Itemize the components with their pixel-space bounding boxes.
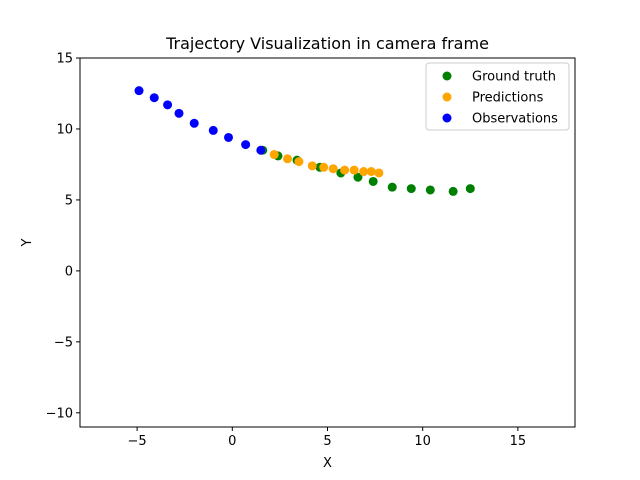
data-point (328, 164, 338, 174)
data-point (340, 165, 350, 175)
chart-title: Trajectory Visualization in camera frame (165, 34, 489, 53)
data-point (189, 118, 199, 128)
data-point (208, 125, 218, 135)
x-tick-label: 5 (323, 434, 331, 449)
data-point (134, 86, 144, 96)
data-point (163, 100, 173, 110)
data-point (425, 185, 435, 195)
data-point (406, 184, 416, 194)
data-point (149, 93, 159, 103)
data-point (387, 182, 397, 192)
x-tick-label: 0 (228, 434, 236, 449)
data-point (353, 172, 363, 182)
legend-label: Ground truth (472, 70, 556, 85)
data-point (241, 140, 251, 150)
legend: Ground truth Predictions Observations (425, 62, 570, 131)
data-point (374, 168, 384, 178)
data-point (465, 184, 475, 194)
y-tick-label: 5 (65, 193, 73, 208)
data-point (307, 161, 317, 171)
plot-area (134, 86, 475, 196)
data-point (256, 145, 266, 155)
data-point (319, 162, 329, 172)
y-tick-label: 15 (56, 52, 73, 67)
series-observations (134, 86, 266, 155)
data-point (224, 132, 233, 142)
legend-marker (442, 92, 452, 102)
legend-label: Observations (472, 112, 558, 127)
y-axis-label: Y (20, 238, 35, 247)
y-axis: −10 −5 0 5 10 15 (46, 52, 80, 421)
legend-marker (442, 113, 452, 123)
x-tick-label: 10 (414, 434, 431, 449)
x-axis-label: X (323, 456, 332, 471)
x-tick-label: 15 (510, 434, 527, 449)
data-point (349, 165, 359, 175)
data-point (174, 108, 184, 118)
data-point (269, 150, 279, 160)
series-predictions (256, 145, 384, 178)
data-point (448, 186, 458, 196)
data-point (294, 157, 304, 167)
data-point (359, 167, 369, 177)
legend-label: Predictions (472, 91, 544, 106)
legend-box (425, 62, 570, 131)
x-axis: −5 0 5 10 15 (128, 427, 527, 449)
x-tick-label: −5 (128, 434, 147, 449)
y-tick-label: 0 (65, 264, 73, 279)
y-tick-label: −10 (46, 406, 73, 421)
data-point (366, 167, 376, 177)
data-point (368, 176, 378, 186)
legend-marker (442, 71, 452, 81)
data-point (283, 154, 293, 164)
y-tick-label: 10 (56, 122, 73, 137)
y-tick-label: −5 (54, 335, 73, 350)
